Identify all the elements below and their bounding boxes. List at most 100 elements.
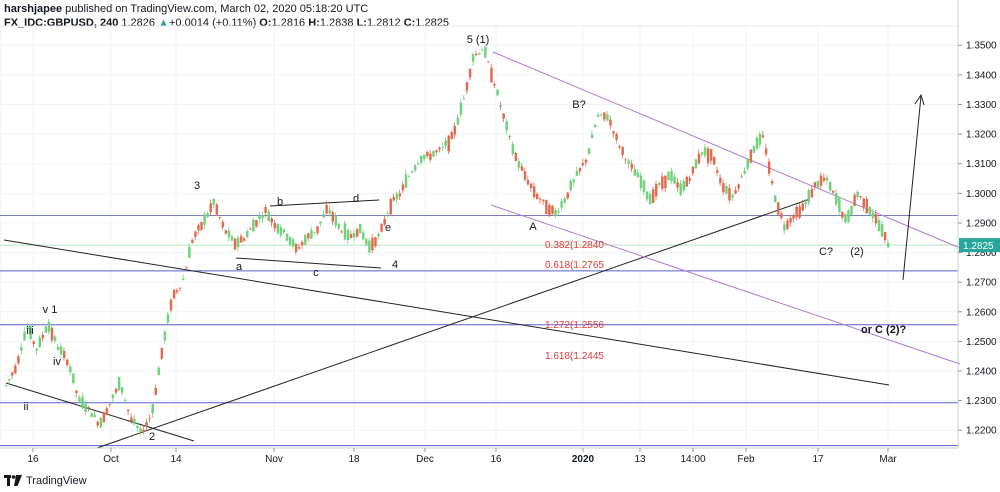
candle-body <box>612 131 615 134</box>
triangle-lower-line <box>235 257 382 269</box>
candle-body <box>453 126 457 135</box>
y-tick-label: 1.2900 <box>966 218 997 229</box>
wave-label: iv <box>53 356 61 368</box>
candle-body <box>719 177 722 184</box>
candle-body <box>832 190 835 193</box>
candle-body <box>499 105 502 107</box>
candle-body <box>359 224 362 234</box>
candle-body <box>886 242 890 248</box>
candle-body <box>691 166 695 174</box>
candle-body <box>825 177 829 181</box>
candle-body <box>322 214 325 218</box>
author-name[interactable]: harshjapee <box>4 3 63 15</box>
candle-body <box>349 234 353 239</box>
candle-body <box>767 161 771 174</box>
candle-body <box>667 171 670 181</box>
candle-body <box>145 421 148 427</box>
wave-label: d <box>353 193 359 205</box>
candle-body <box>294 244 298 252</box>
candle-body <box>53 336 57 342</box>
candle-body <box>597 114 600 117</box>
candle-body <box>758 133 762 145</box>
candle-body <box>35 348 38 351</box>
candle-body <box>478 52 481 55</box>
wave-label: 5 (1) <box>467 34 490 46</box>
candle-body <box>819 175 823 186</box>
fib-label: 0.618(1.2765 <box>545 260 604 271</box>
candle-body <box>105 408 109 415</box>
candle-body <box>66 359 69 366</box>
candle-body <box>249 228 252 230</box>
current-price-box <box>959 238 1000 253</box>
candle-body <box>722 183 725 193</box>
candle-body <box>575 171 579 176</box>
candle-body <box>307 233 310 239</box>
candle-body <box>676 182 679 188</box>
price-chart[interactable]: 5 (1) B? 3 b d a c e 4 A C? (2) or C (2)? v 1 iii iv ii 2… <box>0 0 1000 472</box>
candle-body <box>447 135 450 152</box>
candle-body <box>685 177 688 187</box>
candle-body <box>124 399 127 401</box>
tradingview-brand: TradingView <box>26 475 87 487</box>
fib-label: 1.272(1.2556 <box>545 320 604 331</box>
candle-body <box>697 153 701 164</box>
x-tick-label: 16 <box>490 454 502 465</box>
candle-body <box>407 176 411 178</box>
candle-body <box>844 214 847 223</box>
candle-body <box>569 180 573 191</box>
candle-body <box>377 233 380 237</box>
candle-body <box>551 205 554 214</box>
candle-body <box>212 198 215 205</box>
price-axis[interactable]: 1.3500 1.3400 1.3300 1.3200 1.3100 1.3000 1.29… <box>957 0 1000 448</box>
candle-body <box>618 145 621 148</box>
candle-body <box>108 403 112 405</box>
candle-body <box>102 412 106 423</box>
candle-body <box>111 394 115 399</box>
fib-label: 0.382(1.2840 <box>545 240 604 251</box>
candle-body <box>441 146 444 148</box>
candle-body <box>301 241 304 246</box>
candle-body <box>593 124 597 128</box>
candle-body <box>127 409 130 412</box>
candle-body <box>590 134 594 139</box>
tradingview-logo-icon[interactable] <box>4 475 22 487</box>
candle-body <box>218 217 222 219</box>
candle-body <box>566 192 569 199</box>
horizontal-levels <box>0 215 958 447</box>
candle-body <box>175 290 179 293</box>
y-tick-label: 1.2400 <box>966 367 997 378</box>
candle-body <box>423 154 426 159</box>
candle-body <box>258 215 261 219</box>
candle-body <box>383 218 386 225</box>
candle-body <box>563 198 566 203</box>
candle-body <box>252 219 255 232</box>
publish-line: harshjapee published on TradingView.com,… <box>4 2 804 16</box>
candle-body <box>557 211 560 213</box>
candle-body <box>615 133 618 140</box>
candle-body <box>734 190 737 194</box>
low-label: L: <box>356 17 367 29</box>
wave-label: iii <box>26 325 33 337</box>
wave-label: 2 <box>149 431 155 443</box>
x-tick-label: 14:00 <box>680 454 705 465</box>
candle-body <box>633 169 637 176</box>
candle-body <box>194 231 197 238</box>
fib-label: 1.618(1.2445 <box>545 351 604 362</box>
candle-body <box>84 403 87 412</box>
y-tick-label: 1.3200 <box>966 130 997 141</box>
candle-body <box>816 180 820 188</box>
time-axis[interactable]: 16 Oct 14 Nov 18 Dec 16 2020 13 14:00 Feb 17 Mar <box>0 447 958 465</box>
candle-body <box>133 418 136 425</box>
wave-ii-line <box>5 382 195 442</box>
candle-body <box>90 413 93 417</box>
candle-body <box>508 136 511 137</box>
candle-body <box>120 387 124 393</box>
candle-body <box>136 426 139 428</box>
candle-body <box>856 191 859 198</box>
candle-body <box>703 147 707 156</box>
candle-body <box>584 159 588 163</box>
candle-body <box>114 388 118 393</box>
candle-body <box>624 159 627 161</box>
candle-body <box>75 390 78 394</box>
candle-body <box>96 421 100 426</box>
